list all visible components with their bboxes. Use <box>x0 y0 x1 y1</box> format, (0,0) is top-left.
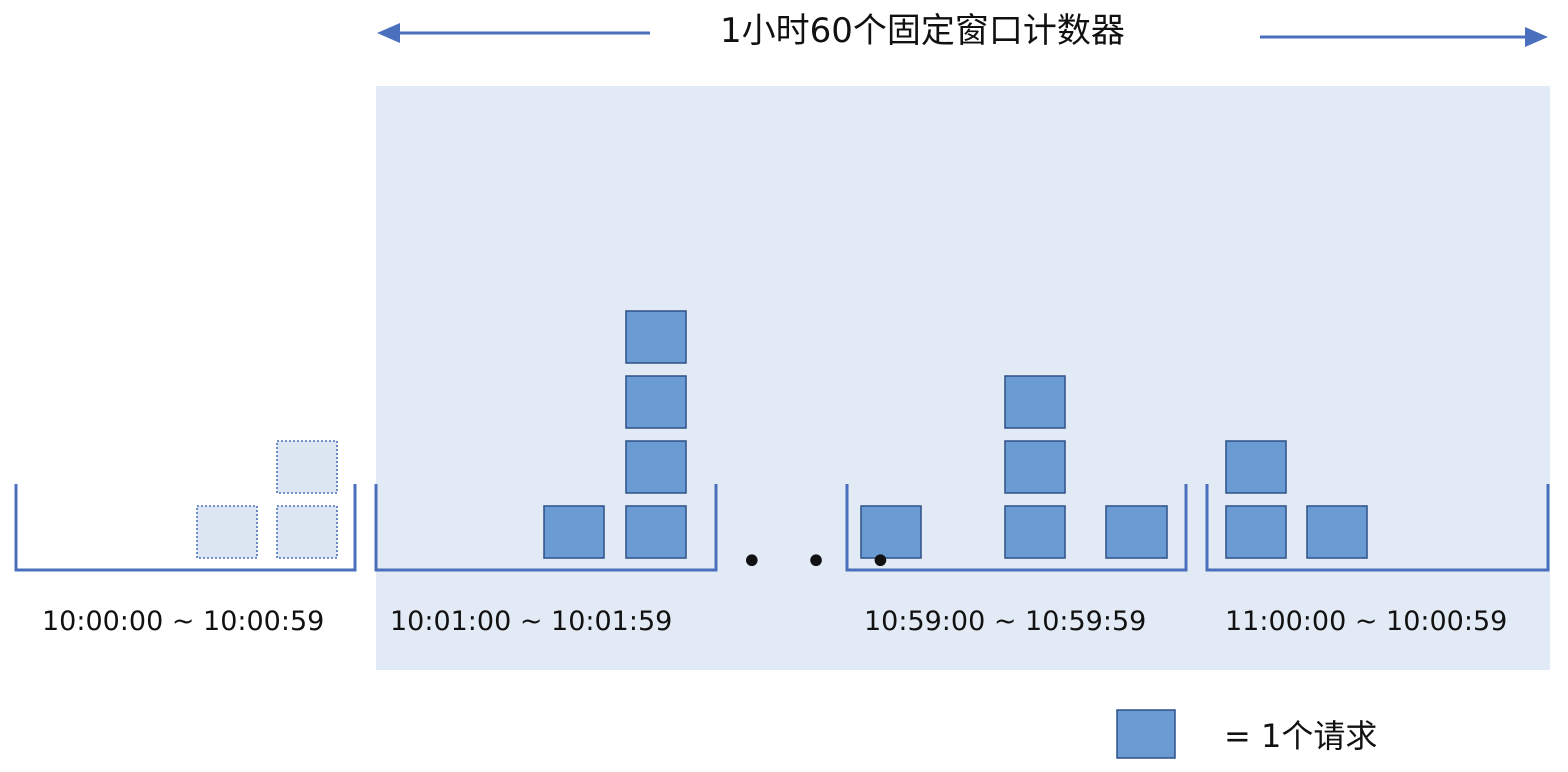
request-block-2-2-3 <box>625 375 687 429</box>
bucket-2 <box>374 484 718 572</box>
title-arrows <box>377 23 1548 47</box>
request-block-3-1-1 <box>860 505 922 559</box>
faded-request-block-1-1-1 <box>196 505 258 559</box>
request-block-4-1-2 <box>1225 440 1287 494</box>
highlighted-hour-band <box>376 86 1550 670</box>
request-block-3-2-2 <box>1004 440 1066 494</box>
request-block-3-2-1 <box>1004 505 1066 559</box>
window-label-2: 10:01:00 ~ 10:01:59 <box>390 606 673 637</box>
request-block-3-2-3 <box>1004 375 1066 429</box>
bucket-3 <box>845 484 1188 572</box>
window-buckets <box>14 484 1550 572</box>
request-block-2-2-2 <box>625 440 687 494</box>
bucket-1 <box>14 484 357 572</box>
request-block-4-2-1 <box>1306 505 1368 559</box>
window-label-3: 10:59:00 ~ 10:59:59 <box>864 606 1147 637</box>
request-block-2-1-1 <box>543 505 605 559</box>
diagram-title: 1小时60个固定窗口计数器 <box>720 11 1125 51</box>
request-blocks <box>196 310 1368 559</box>
request-block-4-1-1 <box>1225 505 1287 559</box>
faded-request-block-1-2-1 <box>276 505 338 559</box>
legend-label: = 1个请求 <box>1224 717 1378 755</box>
faded-request-block-1-2-2 <box>276 440 338 494</box>
request-block-2-2-1 <box>625 505 687 559</box>
window-label-4: 11:00:00 ~ 10:00:59 <box>1225 606 1508 637</box>
request-block-2-2-4 <box>625 310 687 364</box>
window-label-1: 10:00:00 ~ 10:00:59 <box>42 606 325 637</box>
ellipsis: • • • <box>740 539 907 585</box>
left-arrow-head <box>377 23 400 43</box>
bucket-4 <box>1205 484 1550 572</box>
request-block-3-3-1 <box>1105 505 1168 559</box>
right-arrow-head <box>1525 27 1548 47</box>
legend-request-swatch <box>1116 709 1176 759</box>
